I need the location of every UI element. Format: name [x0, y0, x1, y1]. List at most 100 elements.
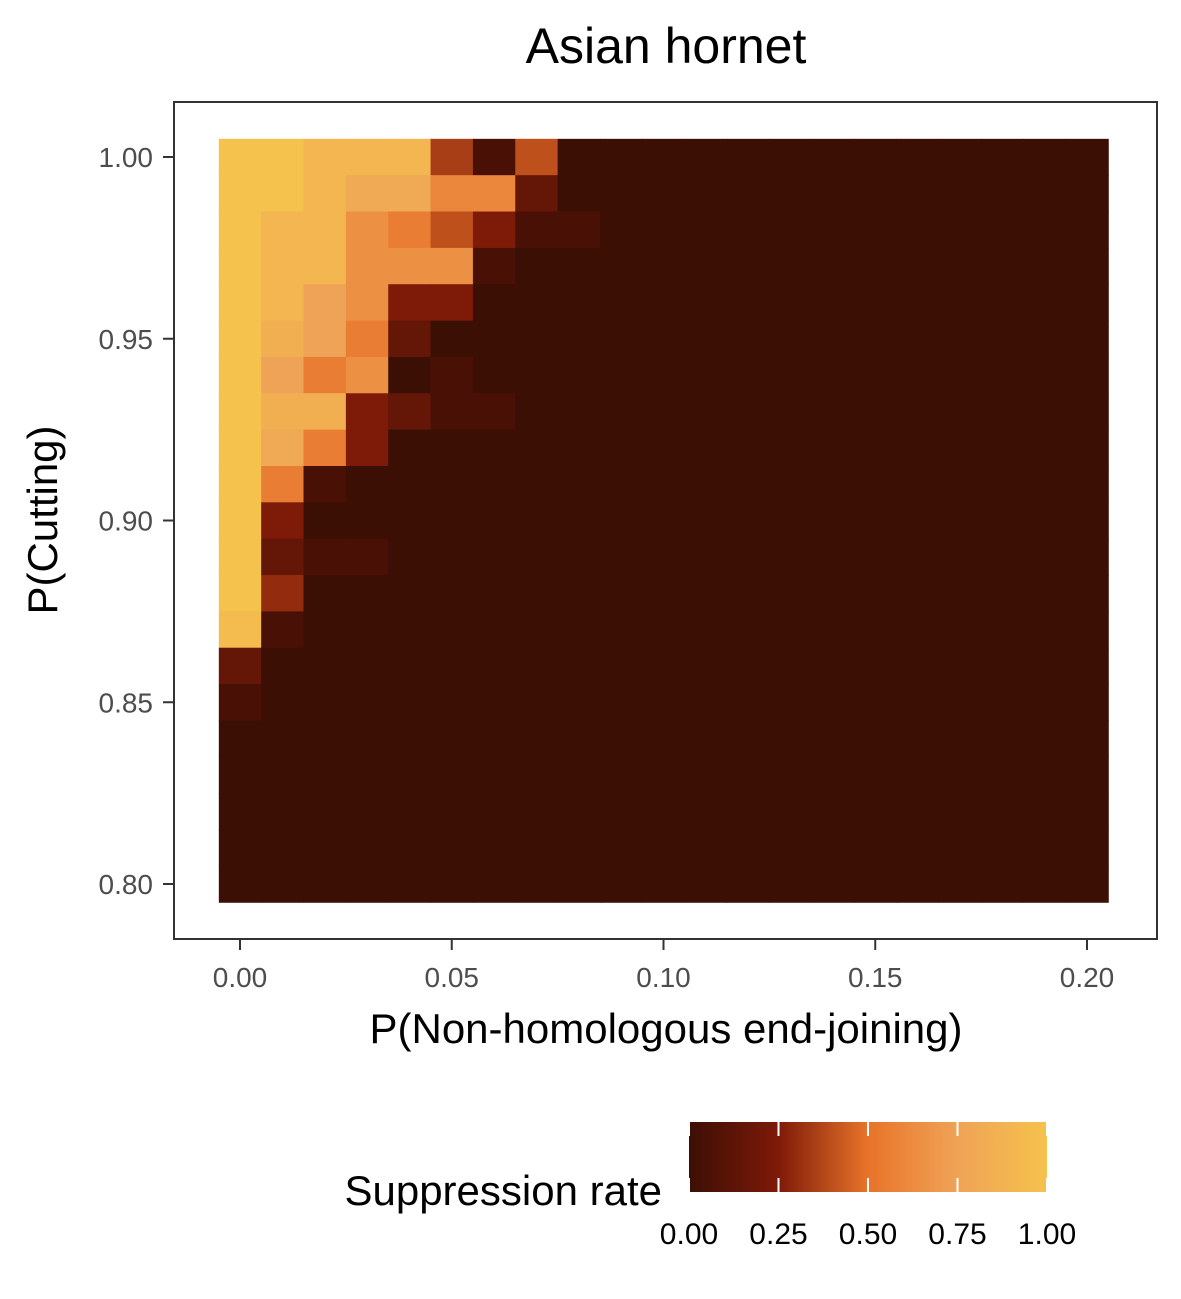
heatmap-cell [218, 793, 262, 831]
heatmap-cell [261, 284, 305, 322]
heatmap-cell [684, 211, 728, 249]
heatmap-cell [684, 865, 728, 903]
heatmap-cell [938, 720, 982, 758]
heatmap-cell [642, 684, 686, 722]
heatmap-cell [938, 829, 982, 867]
heatmap-cell [938, 538, 982, 576]
heatmap-cell [515, 647, 559, 685]
heatmap-cell [938, 356, 982, 394]
heatmap-cell [1065, 465, 1109, 503]
heatmap-cell [896, 175, 940, 213]
heatmap-cell [218, 611, 262, 649]
heatmap-cell [811, 284, 855, 322]
heatmap-cell [261, 865, 305, 903]
heatmap-cell [684, 756, 728, 794]
heatmap-cell [1023, 465, 1067, 503]
heatmap-cell [854, 502, 898, 540]
heatmap-cell [1065, 865, 1109, 903]
heatmap-cell [430, 175, 474, 213]
heatmap-cell [1065, 211, 1109, 249]
x-tick-label: 0.05 [425, 962, 480, 993]
heatmap-cell [218, 320, 262, 358]
heatmap-cell [218, 429, 262, 467]
heatmap-cell [261, 465, 305, 503]
heatmap-cell [938, 465, 982, 503]
heatmap-cell [515, 865, 559, 903]
heatmap-cell [642, 756, 686, 794]
heatmap-cell [981, 429, 1025, 467]
heatmap-cell [1065, 320, 1109, 358]
heatmap-cell [938, 320, 982, 358]
heatmap-cell [769, 211, 813, 249]
heatmap-cell [388, 611, 432, 649]
heatmap-cell [345, 138, 389, 176]
heatmap-cell [727, 465, 770, 503]
heatmap-cell [472, 538, 516, 576]
heatmap-cell [557, 393, 601, 431]
heatmap-cell [303, 720, 347, 758]
heatmap-cell [684, 247, 728, 285]
heatmap-cell [261, 247, 305, 285]
heatmap-cell [345, 647, 389, 685]
heatmap-cell [303, 356, 347, 394]
heatmap-cell [811, 211, 855, 249]
heatmap-cell [557, 138, 601, 176]
heatmap-cell [1023, 684, 1067, 722]
heatmap-cell [938, 793, 982, 831]
heatmap-cell [1065, 429, 1109, 467]
heatmap-cell [557, 175, 601, 213]
heatmap-cell [727, 138, 770, 176]
heatmap-cell [599, 865, 643, 903]
heatmap-cell [1065, 611, 1109, 649]
heatmap-cell [938, 684, 982, 722]
heatmap-cell [854, 720, 898, 758]
heatmap-cells [218, 138, 1109, 903]
heatmap-cell [515, 611, 559, 649]
heatmap-cell [303, 575, 347, 612]
heatmap-cell [727, 611, 770, 649]
heatmap-cell [769, 138, 813, 176]
heatmap-cell [896, 284, 940, 322]
heatmap-cell [388, 429, 432, 467]
heatmap-cell [684, 175, 728, 213]
heatmap-cell [1023, 356, 1067, 394]
heatmap-cell [472, 211, 516, 249]
heatmap-cell [430, 829, 474, 867]
heatmap-cell [981, 465, 1025, 503]
heatmap-cell [388, 720, 432, 758]
y-tick-label: 1.00 [99, 142, 154, 173]
heatmap-cell [472, 465, 516, 503]
heatmap-cell [684, 502, 728, 540]
heatmap-cell [430, 393, 474, 431]
heatmap-cell [981, 793, 1025, 831]
heatmap-cell [303, 829, 347, 867]
heatmap-cell [303, 502, 347, 540]
heatmap-cell [811, 684, 855, 722]
y-tick-label: 0.85 [99, 687, 154, 718]
heatmap-cell [345, 865, 389, 903]
heatmap-cell [769, 647, 813, 685]
heatmap-cell [1065, 575, 1109, 612]
heatmap-cell [472, 829, 516, 867]
heatmap-cell [981, 684, 1025, 722]
heatmap-cell [811, 247, 855, 285]
heatmap-cell [896, 720, 940, 758]
heatmap-cell [388, 575, 432, 612]
heatmap-cell [811, 429, 855, 467]
heatmap-cell [1023, 538, 1067, 576]
heatmap-cell [938, 138, 982, 176]
heatmap-cell [727, 393, 770, 431]
heatmap-cell [261, 720, 305, 758]
heatmap-cell [811, 175, 855, 213]
heatmap-cell [557, 465, 601, 503]
heatmap-cell [430, 465, 474, 503]
heatmap-cell [557, 684, 601, 722]
heatmap-cell [599, 684, 643, 722]
heatmap-cell [515, 502, 559, 540]
heatmap-cell [854, 611, 898, 649]
heatmap-cell [599, 211, 643, 249]
heatmap-cell [854, 175, 898, 213]
heatmap-cell [515, 465, 559, 503]
heatmap-cell [599, 502, 643, 540]
